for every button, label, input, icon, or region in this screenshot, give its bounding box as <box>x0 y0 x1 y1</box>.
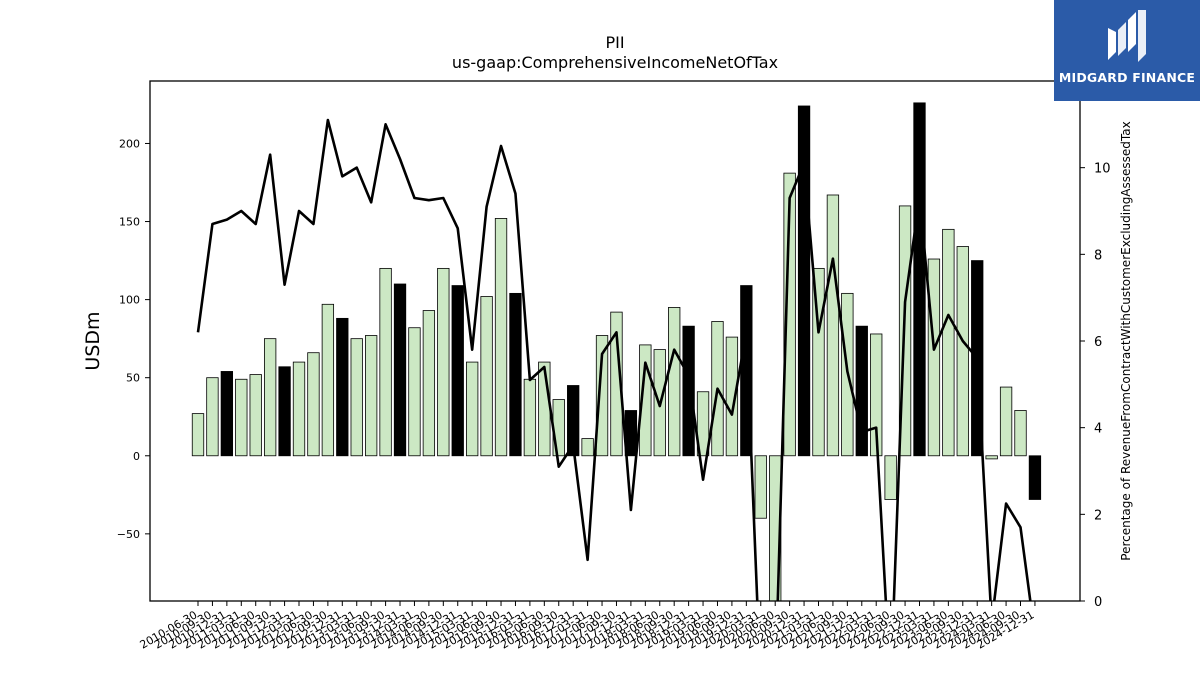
bar <box>610 311 623 457</box>
bar <box>1028 455 1042 500</box>
y-tick-label: 0 <box>133 450 140 463</box>
bar <box>812 267 825 457</box>
bar <box>999 386 1013 457</box>
bar <box>913 102 926 457</box>
bar <box>927 258 941 457</box>
bar <box>1014 410 1027 457</box>
bar <box>321 303 335 457</box>
bar <box>393 283 407 457</box>
y-tick-label: −50 <box>117 528 140 541</box>
y-tick-label: 200 <box>119 137 140 150</box>
bar <box>956 246 969 457</box>
bar <box>336 317 349 457</box>
bar <box>985 455 998 460</box>
bar <box>942 228 955 457</box>
bar <box>422 310 436 457</box>
bar <box>451 285 464 457</box>
bar <box>206 377 219 457</box>
bar <box>494 218 508 457</box>
bar <box>783 172 796 457</box>
chart-subtitle: us-gaap:ComprehensiveIncomeNetOfTax <box>452 53 778 72</box>
bar <box>523 378 537 457</box>
bar <box>581 438 594 457</box>
y2-tick-label: 0 <box>1094 595 1102 610</box>
y2-tick-label: 4 <box>1094 422 1102 437</box>
y2-tick-label: 6 <box>1094 335 1102 350</box>
bar <box>855 325 868 457</box>
plot-area: −500501001502000246810122010-06-302010-0… <box>117 75 1111 652</box>
bar <box>220 371 234 457</box>
bar <box>379 267 392 457</box>
bar <box>249 374 262 457</box>
midgard-logo-icon <box>1108 10 1146 62</box>
y2-tick-label: 10 <box>1094 162 1111 177</box>
bar <box>797 105 811 457</box>
bar <box>870 333 883 457</box>
bar <box>466 361 479 457</box>
y-tick-label: 100 <box>119 294 140 307</box>
bar <box>408 327 421 457</box>
bar <box>754 455 767 519</box>
bar <box>307 352 320 457</box>
y-tick-label: 50 <box>126 372 140 385</box>
y2-tick-label: 2 <box>1094 508 1102 523</box>
bar <box>278 366 291 457</box>
bar <box>682 325 695 457</box>
chart-title: PII <box>605 33 624 52</box>
bar <box>480 296 493 457</box>
logo-text: MIDGARD FINANCE <box>1058 70 1196 85</box>
bars-group <box>191 102 1042 601</box>
bar <box>437 267 450 457</box>
bar <box>567 385 580 457</box>
y-axis-label: USDm <box>82 311 104 370</box>
bar <box>884 455 897 500</box>
y-tick-label: 150 <box>119 216 140 229</box>
bar <box>595 335 609 457</box>
bar <box>639 344 652 457</box>
bar <box>191 413 205 457</box>
bar <box>263 338 277 457</box>
bar <box>696 391 710 457</box>
bar <box>350 338 363 457</box>
bar <box>235 378 248 457</box>
bar <box>292 361 306 457</box>
bar <box>668 307 681 457</box>
ratio-line <box>196 118 1032 601</box>
y2-axis-label: Percentage of RevenueFromContractWithCus… <box>1119 121 1133 560</box>
bar <box>725 336 739 457</box>
brand-logo: MIDGARD FINANCE <box>1054 0 1200 101</box>
y2-tick-label: 8 <box>1094 248 1102 263</box>
bar <box>365 335 378 457</box>
bar <box>538 361 551 457</box>
bar <box>826 194 840 457</box>
bar <box>509 292 522 457</box>
